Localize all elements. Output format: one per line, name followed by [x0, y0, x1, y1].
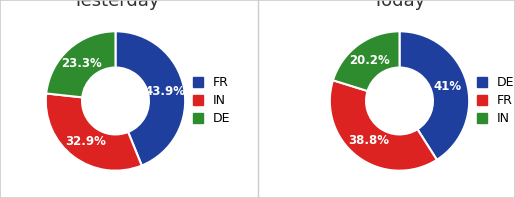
Wedge shape: [400, 31, 469, 160]
Text: 20.2%: 20.2%: [349, 54, 390, 67]
Wedge shape: [46, 31, 115, 97]
Wedge shape: [330, 80, 437, 171]
Legend: FR, IN, DE: FR, IN, DE: [188, 71, 235, 130]
Wedge shape: [46, 93, 142, 171]
Text: 38.8%: 38.8%: [349, 134, 389, 147]
Wedge shape: [115, 31, 185, 166]
Title: Yesterday: Yesterday: [72, 0, 159, 10]
Wedge shape: [333, 31, 400, 91]
Legend: DE, FR, IN: DE, FR, IN: [472, 71, 515, 130]
Text: 43.9%: 43.9%: [144, 85, 185, 98]
Text: 41%: 41%: [434, 80, 462, 93]
Title: Today: Today: [373, 0, 425, 10]
Text: 32.9%: 32.9%: [65, 134, 106, 148]
Text: 23.3%: 23.3%: [62, 57, 102, 70]
